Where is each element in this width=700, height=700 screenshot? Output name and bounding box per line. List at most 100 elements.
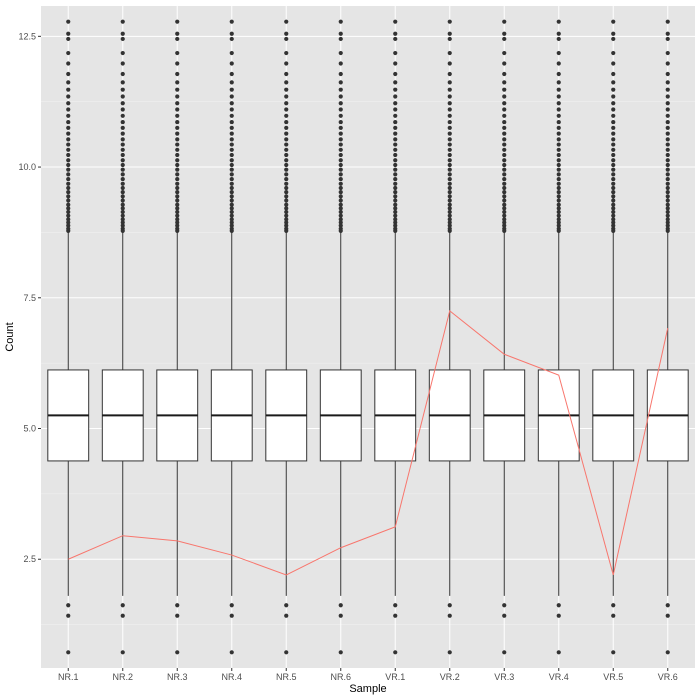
- outlier-point: [502, 31, 507, 36]
- outlier-point: [556, 31, 561, 36]
- outlier-point: [556, 167, 561, 172]
- outlier-point: [229, 167, 234, 172]
- outlier-point: [502, 603, 507, 608]
- box-NR.3: [156, 19, 199, 655]
- outlier-point: [284, 31, 289, 36]
- outlier-point: [556, 213, 561, 218]
- outlier-point: [229, 101, 234, 106]
- outlier-point: [338, 176, 343, 182]
- outlier-point: [611, 125, 616, 130]
- outlier-point: [229, 206, 234, 211]
- outlier-point: [284, 142, 289, 147]
- outlier-point: [284, 209, 289, 215]
- outlier-point: [66, 603, 71, 608]
- outlier-point: [611, 213, 616, 218]
- outlier-point: [556, 94, 561, 99]
- outlier-point: [556, 131, 561, 136]
- outlier-point: [175, 50, 180, 56]
- outlier-point: [502, 152, 507, 158]
- outlier-point: [338, 209, 343, 215]
- outlier-point: [447, 172, 452, 177]
- outlier-point: [665, 80, 670, 85]
- outlier-point: [447, 31, 452, 36]
- outlier-point: [338, 217, 343, 222]
- outlier-point: [229, 202, 234, 207]
- outlier-point: [284, 650, 289, 655]
- outlier-point: [447, 87, 452, 92]
- outlier-point: [502, 198, 507, 203]
- outlier-point: [120, 71, 125, 77]
- outlier-point: [175, 158, 180, 163]
- outlier-point: [175, 194, 180, 199]
- outlier-point: [393, 223, 398, 228]
- outlier-point: [284, 80, 289, 85]
- box-NR.6: [319, 19, 362, 655]
- outlier-point: [556, 142, 561, 147]
- outlier-point: [665, 650, 670, 655]
- outlier-point: [120, 137, 125, 142]
- outlier-point: [338, 87, 343, 92]
- outlier-point: [284, 107, 289, 112]
- outlier-point: [393, 206, 398, 211]
- outlier-point: [393, 142, 398, 147]
- outlier-point: [175, 209, 180, 215]
- box-VR.4: [537, 19, 580, 655]
- outlier-point: [120, 87, 125, 92]
- outlier-point: [66, 61, 71, 66]
- outlier-point: [393, 650, 398, 655]
- outlier-point: [284, 190, 289, 195]
- outlier-point: [611, 172, 616, 177]
- outlier-point: [393, 603, 398, 608]
- outlier-point: [393, 36, 398, 42]
- outlier-point: [284, 36, 289, 42]
- outlier-point: [665, 158, 670, 163]
- outlier-point: [120, 190, 125, 195]
- outlier-point: [502, 137, 507, 142]
- outlier-point: [502, 213, 507, 218]
- outlier-point: [66, 94, 71, 99]
- outlier-point: [175, 190, 180, 195]
- outlier-point: [66, 190, 71, 195]
- outlier-point: [556, 107, 561, 112]
- outlier-point: [229, 223, 234, 228]
- outlier-point: [665, 220, 670, 225]
- outlier-point: [611, 185, 616, 191]
- outlier-point: [120, 167, 125, 172]
- outlier-point: [175, 172, 180, 177]
- outlier-point: [611, 31, 616, 36]
- outlier-point: [338, 147, 343, 152]
- box-VR.2: [428, 19, 471, 655]
- x-tick-label: VR.1: [385, 672, 405, 682]
- outlier-point: [502, 650, 507, 655]
- outlier-point: [665, 119, 670, 125]
- outlier-point: [393, 19, 398, 24]
- outlier-point: [611, 50, 616, 56]
- x-tick-label: NR.3: [167, 672, 188, 682]
- outlier-point: [175, 167, 180, 172]
- outlier-point: [502, 190, 507, 195]
- outlier-point: [338, 167, 343, 172]
- outlier-point: [665, 131, 670, 136]
- outlier-point: [284, 101, 289, 106]
- outlier-point: [284, 147, 289, 152]
- outlier-point: [120, 220, 125, 225]
- x-tick-label: NR.4: [221, 672, 242, 682]
- outlier-point: [120, 80, 125, 85]
- outlier-point: [284, 217, 289, 222]
- outlier-point: [611, 142, 616, 147]
- outlier-point: [229, 152, 234, 158]
- outlier-point: [175, 650, 180, 655]
- box-NR.4: [210, 19, 253, 655]
- outlier-point: [120, 181, 125, 186]
- outlier-point: [556, 228, 561, 233]
- x-tick-label: VR.6: [658, 672, 678, 682]
- outlier-point: [66, 152, 71, 158]
- outlier-point: [665, 198, 670, 203]
- outlier-point: [502, 87, 507, 92]
- outlier-point: [338, 172, 343, 177]
- outlier-point: [229, 209, 234, 215]
- outlier-point: [665, 176, 670, 182]
- outlier-point: [175, 61, 180, 66]
- outlier-point: [229, 185, 234, 191]
- outlier-point: [611, 87, 616, 92]
